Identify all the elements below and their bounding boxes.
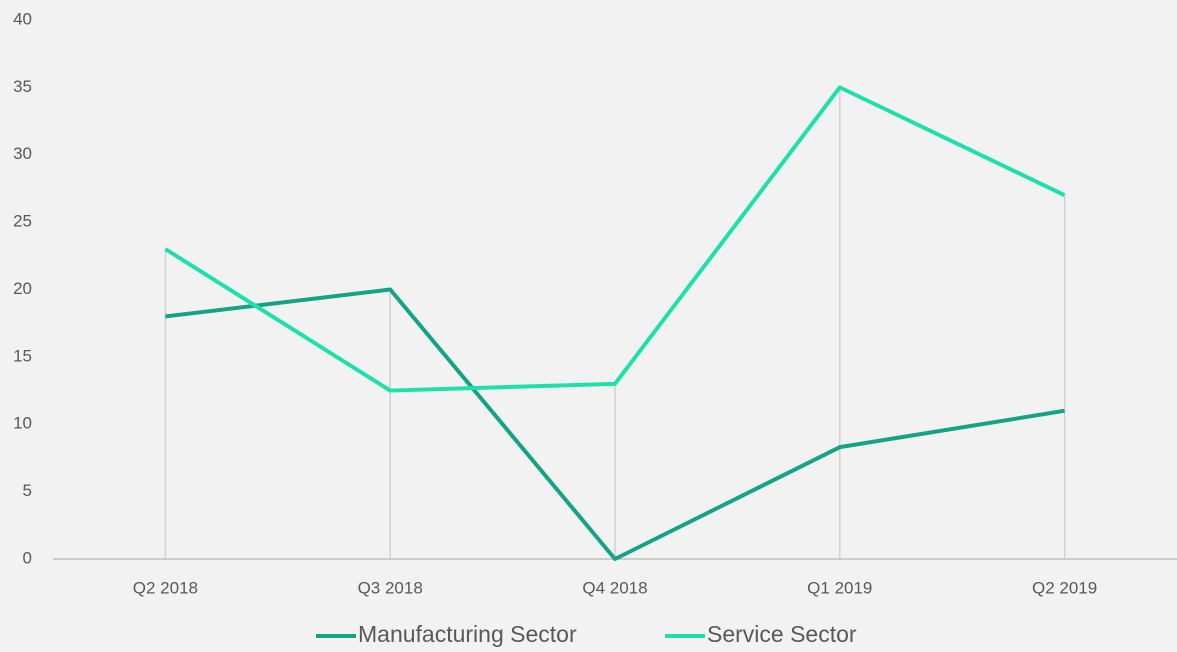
- x-tick-label: Q4 2018: [582, 578, 647, 597]
- y-tick-label: 10: [13, 414, 32, 433]
- y-tick-label: 20: [13, 279, 32, 298]
- y-tick-label: 30: [13, 144, 32, 163]
- y-tick-label: 25: [13, 212, 32, 231]
- x-tick-label: Q3 2018: [358, 578, 423, 597]
- x-tick-label: Q2 2018: [133, 578, 198, 597]
- y-tick-label: 15: [13, 346, 32, 365]
- series-line: [165, 287, 1065, 561]
- y-tick-label: 35: [13, 77, 32, 96]
- y-tick-label: 5: [23, 481, 32, 500]
- y-tick-label: 0: [23, 548, 32, 567]
- legend-label: Manufacturing Sector: [358, 621, 577, 647]
- x-tick-label: Q2 2019: [1032, 578, 1097, 597]
- y-tick-label: 40: [13, 9, 32, 28]
- legend-label: Service Sector: [707, 621, 857, 647]
- x-tick-label: Q1 2019: [807, 578, 872, 597]
- series-line: [164, 85, 1066, 393]
